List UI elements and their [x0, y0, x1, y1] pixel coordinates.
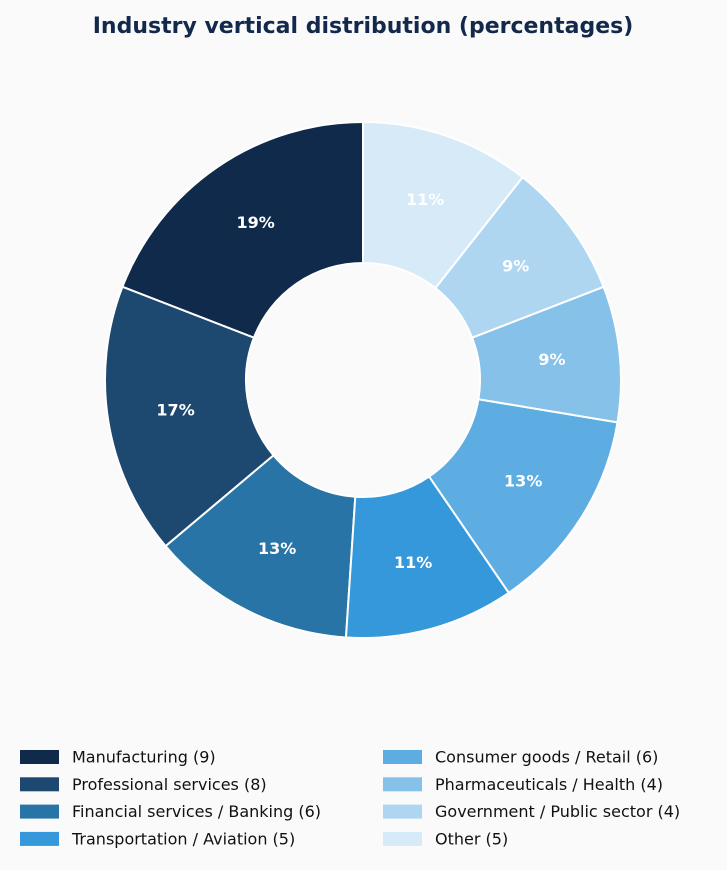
slice	[427, 398, 619, 595]
legend-label: Professional services (8)	[72, 775, 267, 794]
legend-label: Manufacturing (9)	[72, 748, 216, 767]
slice	[104, 285, 275, 548]
slice-label: 17%	[156, 401, 194, 420]
legend-swatch	[20, 750, 59, 764]
slice-label: 13%	[258, 539, 296, 558]
legend-swatch	[383, 804, 422, 819]
slice-label: 13%	[504, 472, 542, 491]
legend-swatch	[20, 777, 59, 792]
slice	[362, 120, 524, 290]
slice-label: 11%	[394, 553, 432, 572]
legend-swatch	[383, 750, 422, 764]
chart-title: Industry vertical distribution (percenta…	[93, 14, 634, 39]
legend-label: Transportation / Aviation (5)	[71, 829, 295, 848]
legend-swatch	[383, 831, 422, 846]
legend-label: Government / Public sector (4)	[435, 802, 680, 821]
slice-label: 9%	[502, 257, 529, 276]
legend-label: Financial services / Banking (6)	[72, 802, 321, 821]
slice	[164, 453, 357, 639]
legend-swatch	[20, 804, 59, 819]
legend-label: Consumer goods / Retail (6)	[435, 748, 658, 767]
legend-swatch	[20, 831, 59, 846]
legend-swatch	[383, 777, 422, 792]
slice-label: 19%	[236, 213, 274, 232]
legend-label: Pharmaceuticals / Health (4)	[435, 775, 663, 794]
legend-label: Other (5)	[435, 829, 508, 848]
slice-label: 11%	[406, 190, 444, 209]
slice	[121, 120, 364, 340]
slice-label: 9%	[538, 350, 565, 369]
